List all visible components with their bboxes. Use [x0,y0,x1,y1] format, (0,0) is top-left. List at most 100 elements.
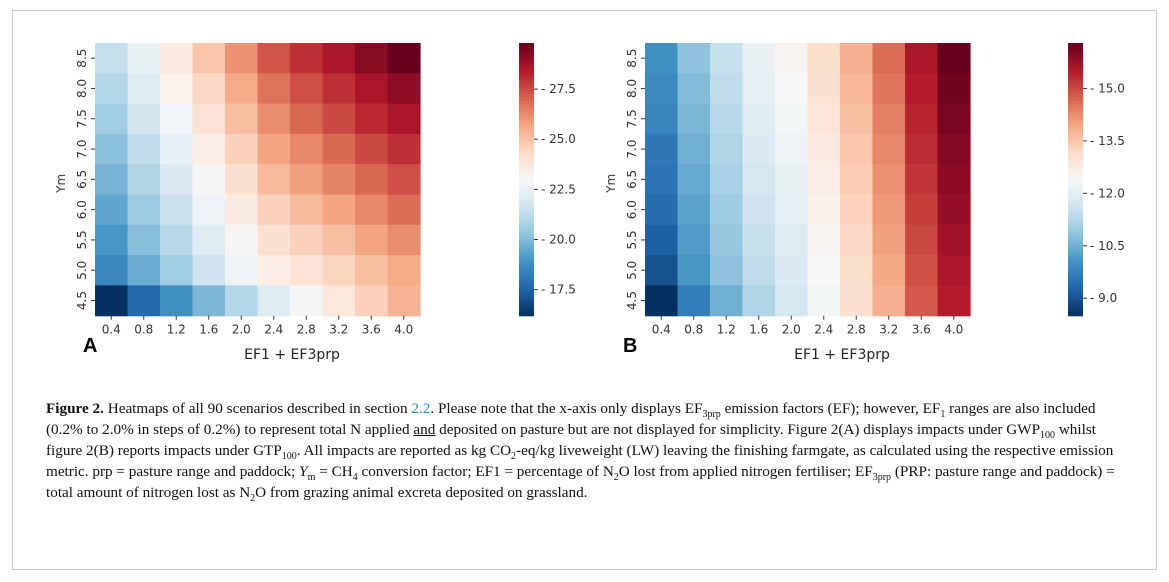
figure-heatmaps: 0.4 0.8 1.2 1.6 2.0 2.4 2.8 3.2 3.6 4.0 8.5 8.0 7.5 7… [54,43,1125,363]
heatmap-cell [775,133,809,165]
heatmap-cell [225,224,259,256]
caption-text: conversion factor; EF1 = percentage of N [357,463,614,480]
colorbar-segment [519,227,534,232]
x-tick-label: 3.6 [362,323,381,337]
section-link[interactable]: 2.2 [411,400,431,417]
heatmap-cell [677,164,711,196]
heatmap-cell [160,164,194,196]
heatmap-cell [192,103,226,135]
heatmap-cell [290,224,324,256]
colorbar-segment [519,141,534,146]
caption-subscript: m [307,472,316,484]
colorbar-segment [519,80,534,85]
colorbar-segment [1068,90,1083,95]
colorbar-segment [1068,267,1083,272]
heatmap-cell [160,103,194,135]
heatmap-cell [225,133,259,165]
colorbar-segment [1068,288,1083,293]
colorbar-segment [1068,261,1083,266]
heatmap-cell [840,103,874,135]
colorbar-segment [519,267,534,272]
heatmap-cell [257,285,291,317]
x-tick-label: 2.4 [264,323,283,337]
colorbar-segment [1068,199,1083,204]
figure-caption: Figure 2. Heatmaps of all 90 scenarios d… [46,398,1126,504]
heatmap-cell [937,194,971,226]
heatmap-cell [775,255,809,286]
colorbar-tick-label: - 12.0 [1090,186,1125,200]
colorbar-segment [519,135,534,140]
colorbar-segment [519,43,534,48]
colorbar-segment [1068,179,1083,184]
panel-label: A [83,335,97,357]
heatmap-cell [775,73,809,105]
heatmap-cell [742,285,776,317]
heatmap-cell [387,255,421,286]
heatmap-cell [840,224,874,256]
colorbar-segment [1068,152,1083,157]
heatmap-cell [387,133,421,165]
heatmap-cell [355,285,389,317]
y-tick-label: 4.5 [625,291,639,310]
colorbar-segment [1068,250,1083,255]
x-tick-label: 3.2 [879,323,898,337]
heatmap-cell [257,194,291,226]
colorbar-segment [1068,257,1083,262]
colorbar-segment [1068,77,1083,82]
heatmap-cell [95,285,129,317]
y-axis-label: Ym [604,174,618,194]
heatmap-cell [225,73,259,105]
heatmap-cell [127,164,161,196]
heatmap-cell [387,73,421,105]
colorbar-segment [1068,175,1083,180]
heatmap-cell [192,285,226,317]
figure-frame [12,10,1157,570]
caption-text: whilst figure 2(B) reports impacts under… [46,421,1096,459]
colorbar-segment [1068,70,1083,75]
heatmap-cell [872,43,906,74]
heatmap-cell [225,103,259,135]
y-tick-label: 6.5 [75,170,89,189]
colorbar-segment [1068,155,1083,160]
heatmap-cell [160,285,194,317]
colorbar-segment [1068,66,1083,71]
colorbar-segment [519,271,534,276]
colorbar-segment [519,189,534,194]
colorbar-segment [519,264,534,269]
colorbar-segment [519,97,534,102]
heatmap-cell [775,43,809,74]
colorbar-tick-label: - 27.5 [541,82,576,96]
colorbar-segment [519,162,534,167]
heatmap-cell [290,285,324,317]
heatmap-cell [937,164,971,196]
colorbar-segment [519,216,534,221]
y-tick-label: 8.0 [75,79,89,98]
colorbar-segment [519,73,534,78]
heatmap-cell [710,103,744,135]
heatmap-cell [645,133,679,165]
heatmap-cell [645,255,679,286]
colorbar-segment [1068,237,1083,242]
colorbar-segment [519,192,534,197]
heatmap-cell [937,43,971,74]
heatmap-cell [322,224,356,256]
colorbar-segment [1068,138,1083,143]
colorbar-segment [1068,87,1083,92]
colorbar-segment [519,261,534,266]
colorbar-segment [1068,60,1083,65]
heatmap-cell [257,255,291,286]
heatmap-cell [905,73,939,105]
heatmap-cell [355,255,389,286]
colorbar-segment [1068,131,1083,136]
heatmap-cell [355,73,389,105]
colorbar-segment [519,302,534,307]
colorbar-segment [1068,192,1083,197]
x-tick-label: 2.8 [297,323,316,337]
caption-underlined-word: and [413,421,436,438]
heatmap-cell [127,133,161,165]
heatmap-cell [192,255,226,286]
colorbar-segment [519,124,534,129]
heatmap-panel-A: 0.4 0.8 1.2 1.6 2.0 2.4 2.8 3.2 3.6 4.0 8.5 8.0 7.5 7… [54,43,576,363]
x-tick-label: 3.2 [329,323,348,337]
colorbar-segment [519,128,534,133]
